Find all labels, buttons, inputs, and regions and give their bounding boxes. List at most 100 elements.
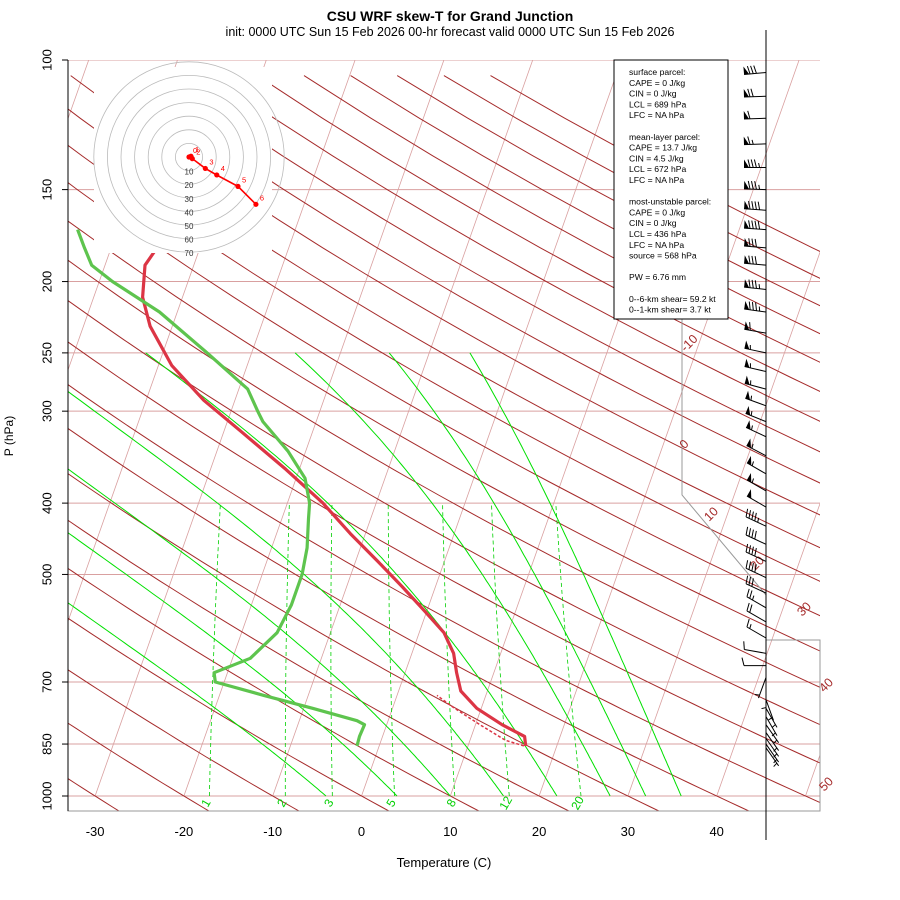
wind-barb-full	[751, 546, 754, 555]
hodograph-ring-label: 30	[185, 195, 194, 204]
parcel-info-line: most-unstable parcel:	[629, 197, 711, 207]
wind-barb-half	[751, 478, 755, 484]
wind-barb	[746, 455, 767, 475]
mixing-ratio-label: 2	[274, 796, 290, 809]
moist-adiabat-line	[68, 446, 327, 797]
wind-barb-shaft	[765, 716, 778, 736]
hodograph-point-label: 6	[260, 193, 264, 202]
wind-barb-full	[748, 220, 751, 229]
dry-adiabat-line	[210, 75, 820, 422]
wind-barb	[746, 438, 767, 457]
dry-adiabat-line	[257, 75, 820, 393]
wind-barb	[744, 301, 767, 313]
wind-barb-full	[751, 529, 754, 538]
wind-barb	[746, 489, 767, 508]
wind-barb-full	[748, 510, 752, 519]
x-tick-label: 0	[358, 824, 365, 839]
wind-barb-full	[751, 255, 754, 265]
wind-barb	[765, 708, 778, 729]
wind-barb-shaft	[746, 462, 767, 475]
dewpoint-profile-line	[76, 229, 367, 747]
isotherm-line	[538, 60, 800, 797]
isotherm-label: -10	[678, 332, 701, 355]
wind-barb-half	[750, 411, 753, 416]
wind-barb	[744, 237, 767, 249]
wind-barb	[745, 390, 767, 407]
wind-barb-shaft	[744, 245, 767, 249]
hodograph-ring-label: 60	[185, 236, 194, 245]
dry-adiabat-line	[117, 75, 820, 484]
x-tick-label: -30	[86, 824, 105, 839]
wind-barb	[743, 110, 767, 120]
wind-barb-full	[748, 200, 751, 210]
wind-barb-full	[746, 602, 750, 612]
wind-barb-full	[741, 657, 745, 666]
wind-barb-shaft	[744, 262, 767, 266]
wind-barb-full	[745, 560, 749, 569]
dry-adiabat-line	[68, 722, 210, 811]
wind-barb	[746, 618, 767, 639]
y-tick-label: 400	[39, 492, 54, 514]
wind-barb	[745, 543, 767, 562]
wind-barb-flag	[743, 111, 750, 120]
wind-barb	[765, 724, 780, 744]
wind-barb-full	[750, 88, 754, 97]
wind-barb-shaft	[765, 738, 780, 757]
wind-barb	[754, 677, 767, 699]
wind-barb-half	[751, 139, 754, 145]
hodograph-point-label: 2	[196, 148, 200, 157]
wind-barb-shaft	[745, 583, 767, 594]
wind-barb	[743, 136, 767, 146]
wind-barb-shaft	[765, 708, 778, 728]
wind-barb-half	[773, 739, 778, 744]
mixing-ratio-line	[209, 503, 221, 797]
wind-barb-full	[747, 110, 751, 119]
wind-barb-shaft	[746, 479, 767, 492]
parcel-info-box	[613, 59, 729, 320]
parcel-info-line: CIN = 0 J/kg	[629, 89, 677, 99]
wind-barb-flag	[743, 66, 750, 75]
wind-barb-flag	[744, 301, 750, 310]
wind-barb-flag	[746, 472, 752, 483]
wind-barb-full	[746, 65, 751, 75]
wind-barb-half	[771, 732, 776, 737]
hodograph-point-label: 0	[193, 146, 197, 155]
wind-barb-flag	[743, 136, 750, 145]
parcel-info-line: surface parcel:	[629, 67, 685, 77]
wind-barb	[743, 180, 767, 191]
x-tick-label: 30	[621, 824, 635, 839]
chart-subtitle: init: 0000 UTC Sun 15 Feb 2026 00-hr for…	[225, 25, 675, 39]
wind-barb-full	[751, 511, 754, 520]
wind-barb-full	[748, 255, 751, 264]
wind-barb-full	[751, 238, 754, 247]
dry-adiabat-line	[68, 108, 820, 549]
wind-barb-half	[757, 517, 760, 523]
x-tick-label: 40	[709, 824, 723, 839]
wind-barb-half	[758, 184, 761, 190]
wind-barb-shaft	[744, 286, 767, 290]
wind-barb-full	[757, 220, 761, 230]
wind-barb-shaft	[745, 516, 767, 527]
wind-barb-shaft	[765, 699, 774, 721]
dry-adiabat-line	[68, 182, 820, 617]
wind-barb-full	[748, 301, 751, 310]
wind-barb-flag	[744, 255, 750, 264]
wind-barb-shaft	[744, 347, 767, 354]
wind-barb-full	[746, 618, 750, 628]
dry-adiabat-line	[68, 473, 661, 811]
wind-barb-flag	[744, 375, 750, 385]
wind-barb	[745, 405, 767, 423]
mixing-ratio-line	[442, 503, 456, 797]
y-axis-label: P (hPa)	[2, 416, 16, 456]
wind-barb-full	[754, 220, 757, 230]
hodograph-ring	[161, 129, 217, 185]
dry-adiabat-line	[70, 75, 820, 516]
hodograph-ring	[174, 142, 203, 171]
parcel-info-line: CAPE = 0 J/kg	[629, 78, 685, 88]
wind-barb	[745, 575, 767, 594]
mixing-ratio-line	[555, 503, 582, 797]
wind-barb-full	[754, 181, 757, 190]
wind-barb-full	[745, 508, 749, 518]
wind-barb-shaft	[744, 366, 767, 372]
